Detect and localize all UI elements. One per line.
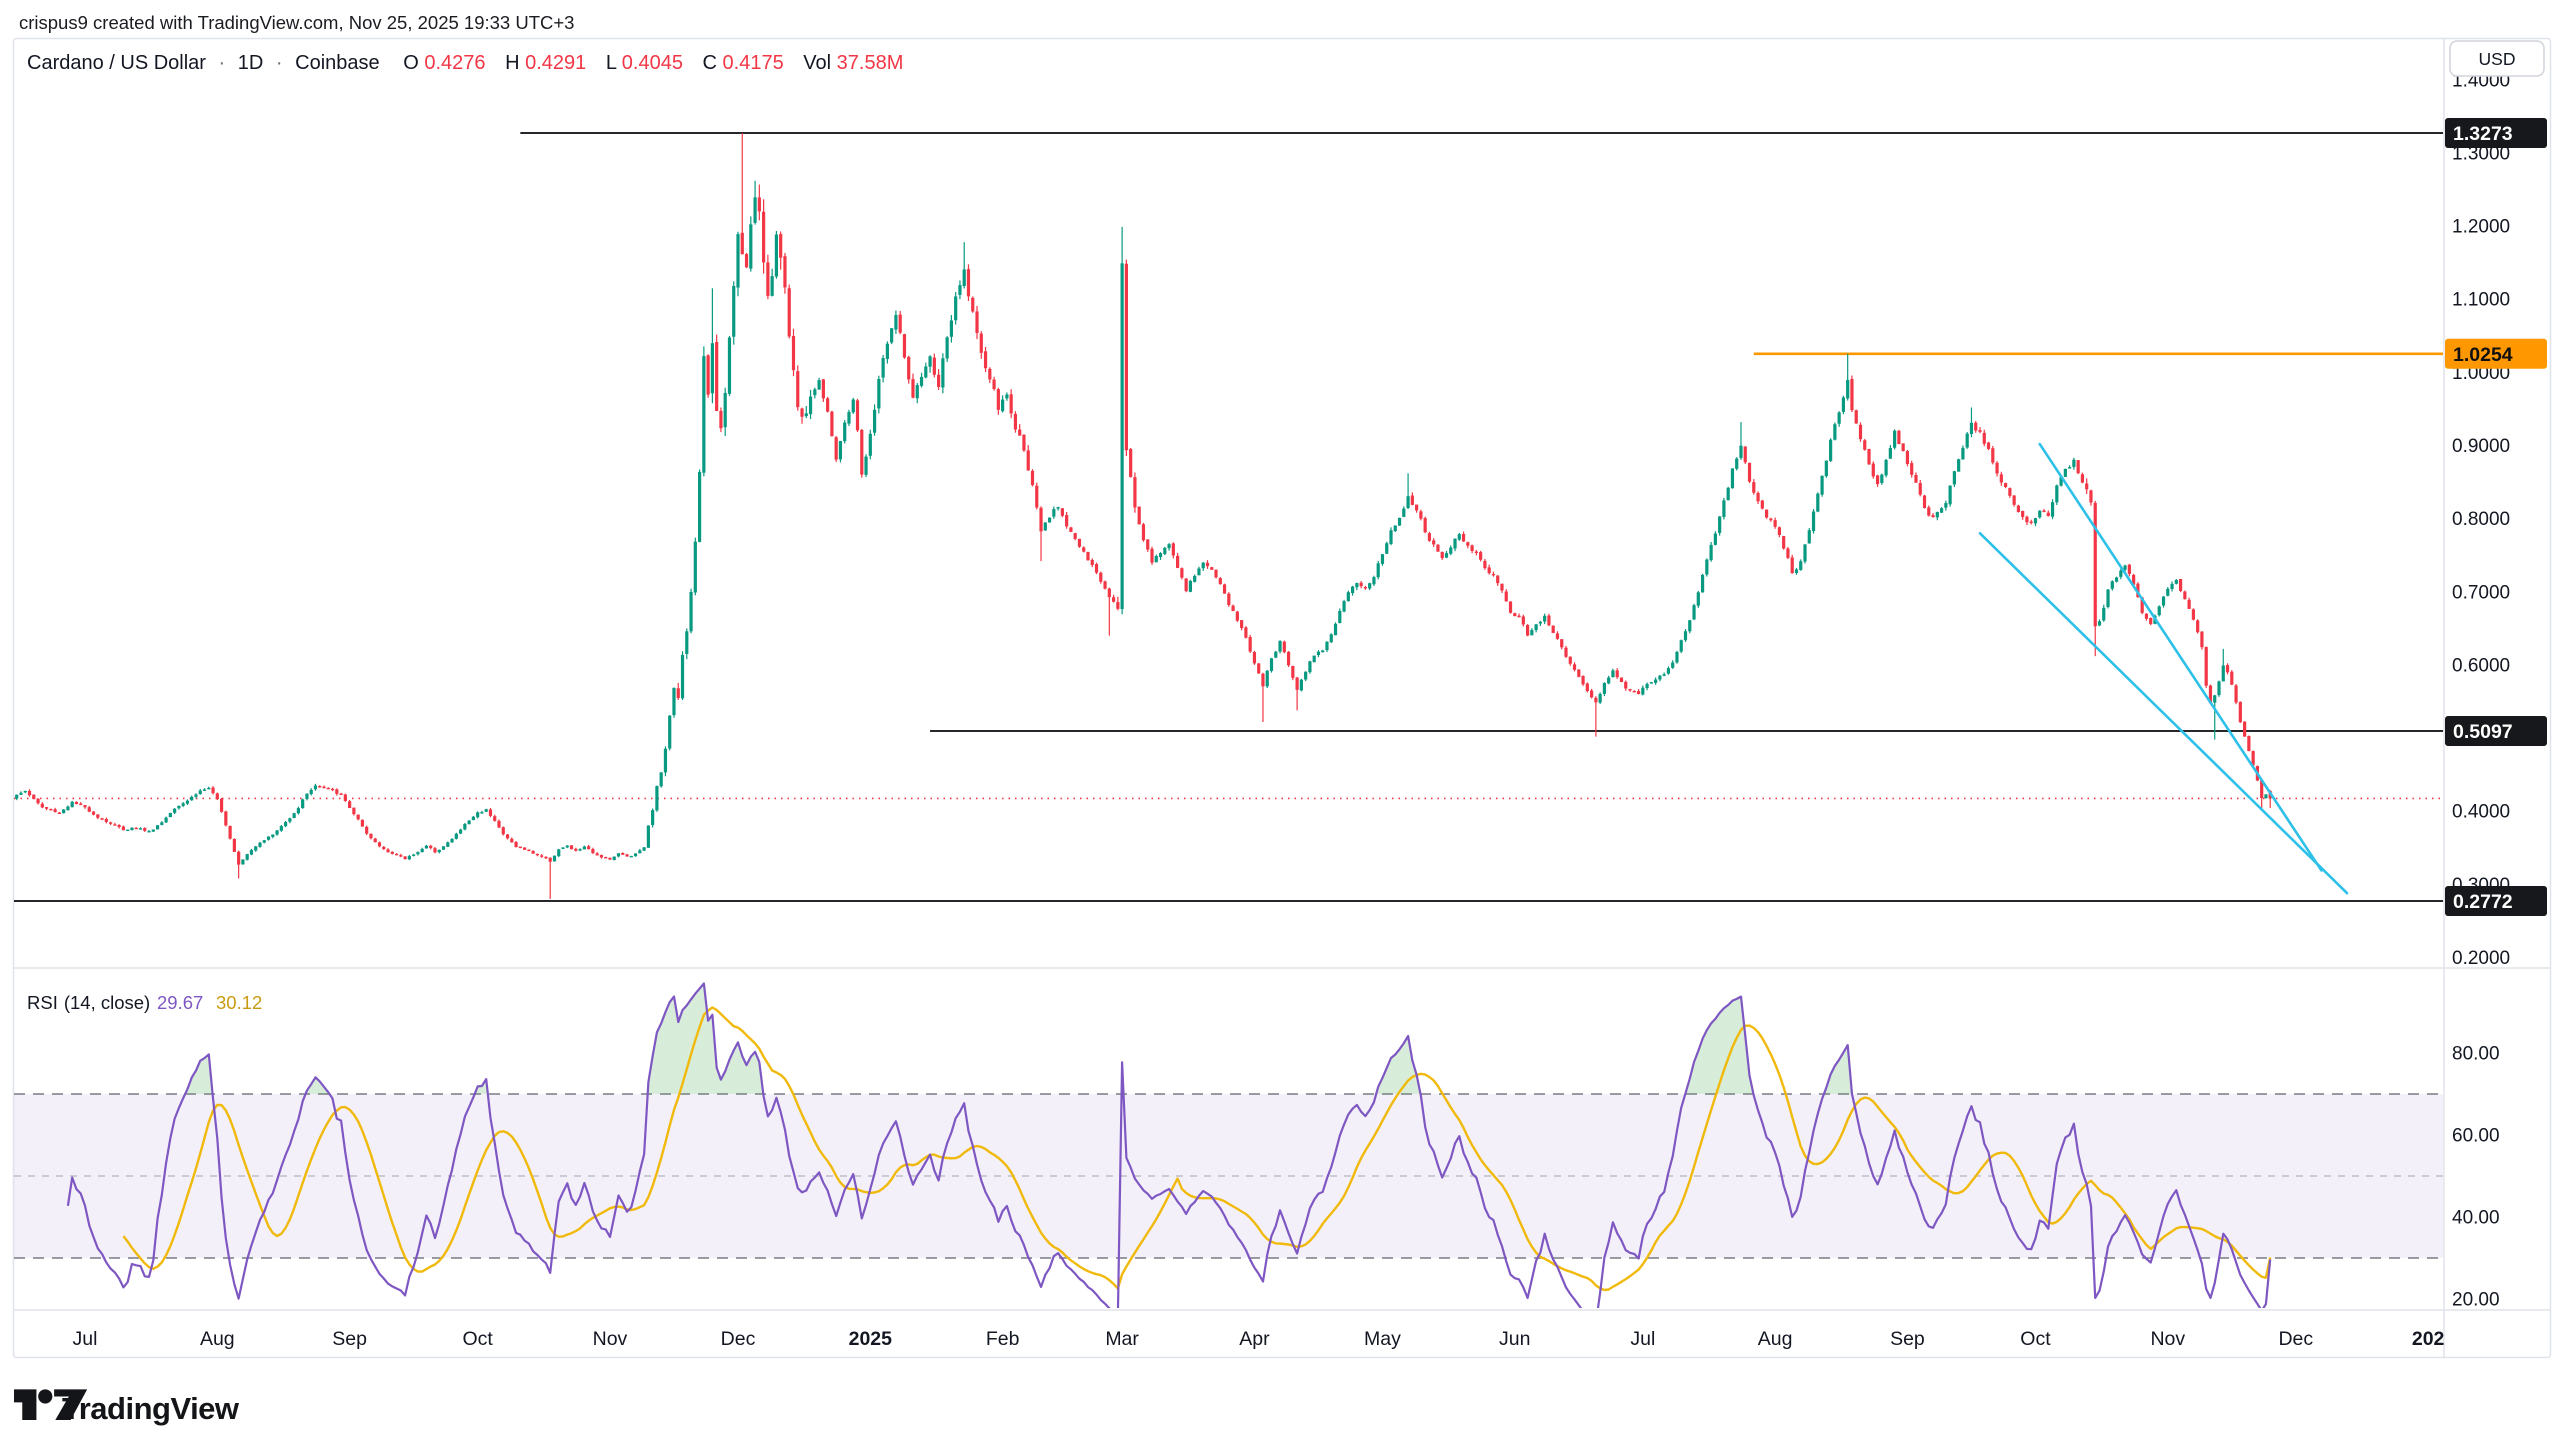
month-label-Jul[interactable]: Jul (1630, 1328, 1655, 1350)
month-label-Mar[interactable]: Mar (1105, 1328, 1139, 1350)
svg-text:1.3273: 1.3273 (2453, 123, 2513, 145)
month-label-Oct[interactable]: Oct (2020, 1328, 2051, 1350)
price-level-badge-1.0254: 1.0254 (2445, 338, 2547, 369)
rsi-tick-20.00: 20.00 (2452, 1290, 2500, 1311)
month-label-Apr[interactable]: Apr (1239, 1328, 1270, 1350)
currency-button-label: USD (2479, 49, 2516, 69)
rsi-legend[interactable]: RSI (14, close) 29.67 30.12 (27, 992, 262, 1013)
price-pane (14, 132, 2443, 903)
rsi-plot-area (14, 982, 2443, 1308)
symbol-title[interactable]: Cardano / US Dollar (27, 52, 206, 74)
price-tick-0.6000: 0.6000 (2452, 655, 2510, 676)
price-tick-0.8000: 0.8000 (2452, 509, 2510, 530)
price-tick-0.2000: 0.2000 (2452, 948, 2510, 969)
rsi-line (66, 982, 2272, 1308)
attribution-text: crispus9 created with TradingView.com, N… (19, 12, 574, 33)
price-tick-1.1000: 1.1000 (2452, 290, 2510, 311)
wedge-upper-trendline[interactable] (2038, 442, 2323, 872)
month-label-Nov[interactable]: Nov (2150, 1328, 2185, 1350)
price-plot-area (14, 132, 2443, 903)
price-level-badge-1.3273: 1.3273 (2445, 118, 2547, 148)
interval-label[interactable]: 1D (238, 52, 264, 74)
exchange-label: Coinbase (295, 52, 380, 74)
open-label: O (403, 52, 419, 74)
month-label-Sep[interactable]: Sep (332, 1328, 367, 1350)
rsi-value: 29.67 (157, 992, 203, 1013)
rsi-tick-80.00: 80.00 (2452, 1044, 2500, 1065)
price-tick-0.9000: 0.9000 (2452, 436, 2510, 457)
price-tick-1.2000: 1.2000 (2452, 217, 2510, 238)
open-value: 0.4276 (424, 52, 485, 74)
price-level-badge-0.5097: 0.5097 (2445, 715, 2547, 746)
price-level-badge-0.2772: 0.2772 (2445, 886, 2547, 917)
price-tick-0.7000: 0.7000 (2452, 582, 2510, 603)
rsi-tick-60.00: 60.00 (2452, 1126, 2500, 1147)
price-tick-1.3000: 1.3000 (2452, 143, 2510, 164)
volume-label: Vol (803, 52, 831, 74)
wedge-lower-trendline[interactable] (1978, 531, 2349, 895)
time-axis[interactable]: Jul Aug Sep Oct Nov Dec 2025 Feb Mar Apr May Jun Jul… (73, 1328, 2445, 1350)
month-label-Feb[interactable]: Feb (986, 1328, 1020, 1350)
high-label: H (505, 52, 519, 74)
month-label-Nov[interactable]: Nov (593, 1328, 628, 1350)
rsi-ma-value: 30.12 (216, 992, 262, 1013)
month-label-Dec[interactable]: Dec (2278, 1328, 2313, 1350)
tradingview-logo-icon (14, 1389, 88, 1421)
volume-value: 37.58M (837, 52, 904, 74)
rsi-overbought-fill (185, 983, 1852, 1094)
symbol-legend[interactable]: Cardano / US Dollar · 1D · Coinbase O 0.… (27, 52, 903, 74)
candlestick-series (14, 133, 2272, 899)
rsi-pane (14, 982, 2443, 1308)
rsi-tick-40.00: 40.00 (2452, 1208, 2500, 1229)
high-value: 0.4291 (525, 52, 586, 74)
month-label-Aug[interactable]: Aug (200, 1328, 235, 1350)
month-label-Aug[interactable]: Aug (1758, 1328, 1793, 1350)
currency-button[interactable]: USD (2449, 40, 2545, 77)
tradingview-logo[interactable]: TradingView (14, 1389, 240, 1426)
month-label-202[interactable]: 202 (2412, 1328, 2445, 1350)
svg-text:1.0254: 1.0254 (2453, 344, 2513, 366)
close-value: 0.4175 (723, 52, 784, 74)
chart-widget-frame (12, 37, 2552, 1359)
low-label: L (606, 52, 617, 74)
month-label-2025[interactable]: 2025 (849, 1328, 893, 1350)
rsi-title[interactable]: RSI (14, close) (27, 992, 150, 1013)
price-tick-0.4000: 0.4000 (2452, 802, 2510, 823)
month-label-Oct[interactable]: Oct (462, 1328, 493, 1350)
close-label: C (703, 52, 717, 74)
svg-text:0.2772: 0.2772 (2453, 891, 2513, 913)
month-label-Sep[interactable]: Sep (1890, 1328, 1925, 1350)
month-label-Jun[interactable]: Jun (1499, 1328, 1530, 1350)
month-label-Jul[interactable]: Jul (73, 1328, 98, 1350)
month-label-May[interactable]: May (1364, 1328, 1401, 1350)
svg-text:0.5097: 0.5097 (2453, 721, 2513, 743)
month-label-Dec[interactable]: Dec (721, 1328, 756, 1350)
low-value: 0.4045 (622, 52, 683, 74)
tradingview-logo-text: TradingView (62, 1391, 240, 1426)
